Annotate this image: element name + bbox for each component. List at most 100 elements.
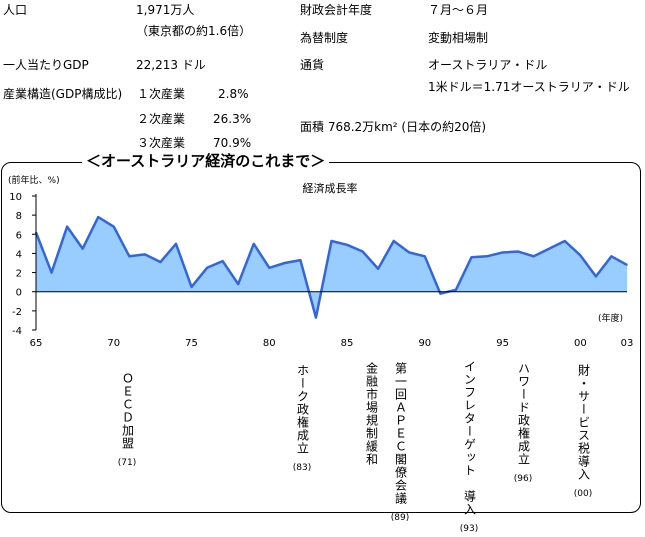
population-label: 人口 — [3, 3, 28, 17]
data-point — [190, 286, 193, 288]
data-point — [563, 240, 566, 242]
data-point — [206, 266, 208, 269]
x-tick-label: 75 — [185, 338, 198, 349]
x-tick-label: 95 — [496, 338, 509, 349]
x-tick-label: 00 — [574, 338, 587, 349]
data-point — [486, 255, 488, 258]
area-text: 面積 768.2万km² (日本の約20倍) — [300, 120, 487, 134]
event-year: (96) — [513, 474, 533, 484]
structure-label: 産業構造(GDP構成比) — [3, 87, 123, 101]
event-year: (00) — [573, 489, 593, 499]
data-point — [284, 262, 286, 264]
tertiary-value: 70.9% — [213, 136, 252, 150]
data-point — [361, 250, 364, 253]
x-tick-label: 90 — [418, 338, 431, 349]
event-text: ＯＥＣＤ加盟 — [120, 372, 135, 450]
x-tick-label: 70 — [107, 338, 120, 349]
secondary-label: ２次産業 — [137, 112, 186, 126]
x-axis-label: (年度) — [598, 312, 623, 324]
data-point — [66, 225, 68, 228]
data-point — [221, 260, 224, 262]
event-text: 金融市場規制緩和 — [364, 362, 379, 466]
y-axis-label: (前年比、%) — [8, 174, 60, 186]
data-point — [532, 255, 535, 258]
event-year: (71) — [117, 458, 137, 468]
currency-label: 通貨 — [300, 58, 325, 72]
fiscal-label: 財政会計年度 — [300, 3, 373, 17]
data-point — [315, 316, 317, 319]
currency-rate: 1米ドル＝1.71オーストラリア・ドル — [428, 80, 630, 94]
primary-value: 2.8% — [218, 87, 249, 101]
data-point — [595, 275, 597, 278]
data-point — [112, 225, 115, 228]
data-point — [470, 256, 473, 259]
y-tick-label: 4 — [16, 249, 22, 260]
data-point — [439, 292, 442, 295]
data-point — [50, 271, 53, 274]
data-point — [610, 255, 613, 258]
event-text: 第一回ＡＰＥＣ閣僚会議 — [393, 362, 408, 505]
event-annotation: ＯＥＣＤ加盟 (71) — [117, 372, 137, 471]
y-tick-label: 8 — [16, 211, 22, 222]
data-point — [97, 216, 100, 218]
x-tick-label: 65 — [30, 338, 43, 349]
x-tick-label: 85 — [341, 338, 354, 349]
data-point — [81, 247, 84, 250]
data-point — [330, 240, 333, 242]
y-tick-label: -2 — [12, 307, 22, 318]
data-point — [159, 261, 162, 263]
event-annotation: インフレターゲット 導入 (93) — [451, 360, 487, 537]
population-note: （東京都の約1.6倍） — [136, 24, 252, 38]
data-point — [548, 247, 551, 250]
event-annotation: 金融市場規制緩和 — [361, 362, 381, 470]
section-title: ＜オーストラリア経済のこれまで＞ — [82, 152, 330, 170]
event-annotation: ホーク政権成立 (83) — [292, 364, 312, 476]
event-text: インフレターゲット 導入 — [462, 360, 477, 516]
gdp-label: 一人当たりGDP — [3, 58, 89, 72]
x-tick-label: 80 — [263, 338, 276, 349]
data-point — [517, 250, 519, 253]
data-point — [377, 267, 379, 270]
y-tick-label: 2 — [16, 269, 22, 280]
primary-label: １次産業 — [137, 87, 186, 101]
event-year: (83) — [292, 463, 312, 473]
data-point — [455, 289, 457, 291]
x-tick-label: 03 — [621, 338, 634, 349]
data-point — [252, 243, 255, 245]
event-text: ホーク政権成立 — [295, 364, 310, 455]
tertiary-label: ３次産業 — [137, 136, 186, 150]
chart-title: 経済成長率 — [303, 181, 358, 195]
data-point — [346, 244, 348, 246]
data-point — [501, 251, 504, 254]
event-year: (93) — [459, 524, 479, 534]
data-point — [237, 283, 239, 285]
growth-area — [36, 217, 627, 318]
population-value: 1,971万人 — [136, 3, 195, 17]
event-year: (89) — [390, 513, 410, 523]
y-tick-label: -4 — [12, 326, 22, 337]
data-point — [144, 253, 146, 256]
y-tick-label: 10 — [9, 192, 22, 203]
gdp-value: 22,213 ドル — [136, 58, 206, 72]
data-point — [392, 240, 395, 242]
growth-chart: 経済成長率 (前年比、%) (年度) -4 -2 0 2 4 6 8 10 65 70 75 80 85… — [8, 174, 634, 349]
data-point — [128, 255, 131, 258]
fiscal-value: ７月～６月 — [428, 3, 489, 17]
data-point — [579, 254, 582, 257]
data-point — [268, 266, 271, 269]
data-point — [175, 243, 177, 245]
event-annotation: 第一回ＡＰＥＣ閣僚会議 (89) — [386, 362, 414, 526]
data-point — [626, 264, 628, 266]
event-text: ハワード政権成立 — [516, 362, 531, 466]
data-point — [299, 259, 302, 261]
fx-value: 変動相場制 — [428, 31, 489, 45]
currency-value: オーストラリア・ドル — [428, 58, 548, 72]
secondary-value: 26.3% — [213, 112, 252, 126]
event-annotation: ハワード政権成立 (96) — [513, 362, 533, 487]
y-tick-label: 0 — [16, 288, 22, 299]
data-point — [424, 255, 426, 258]
fx-label: 為替制度 — [300, 31, 349, 45]
y-tick-label: 6 — [16, 230, 22, 241]
data-point — [408, 251, 411, 254]
event-annotation: 財・サービス税導入 (00) — [573, 364, 593, 502]
